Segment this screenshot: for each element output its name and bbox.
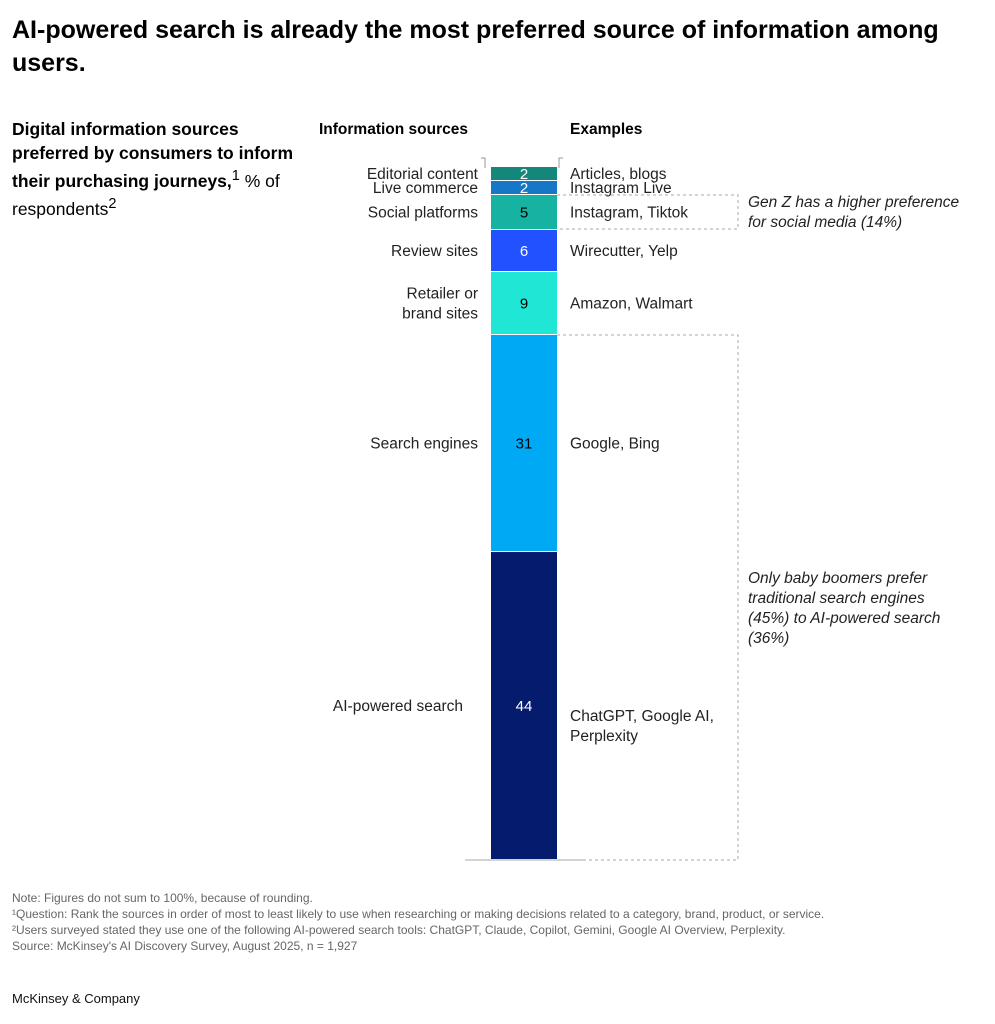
example-label-3: Wirecutter, Yelp	[570, 243, 678, 260]
footnotes: Note: Figures do not sum to 100%, becaus…	[12, 890, 824, 954]
subtitle-sup2: 2	[108, 196, 117, 213]
example-label-4: Amazon, Walmart	[570, 296, 693, 313]
editorial-bracket	[481, 157, 563, 168]
category-label-3: Review sites	[391, 243, 478, 260]
data-label-5: 31	[516, 436, 533, 453]
example-label-6: ChatGPT, Google AI, Perplexity	[570, 708, 714, 745]
examples-header: Examples	[570, 121, 643, 138]
footnote-1: ¹Question: Rank the sources in order of …	[12, 907, 825, 921]
category-label-4: Retailer or brand sites	[402, 286, 478, 323]
social-annotation-box	[557, 194, 739, 230]
category-label-0: Editorial content	[367, 166, 479, 183]
category-label-6: AI-powered search	[333, 698, 463, 715]
bar-segment-2	[491, 195, 557, 229]
genz-annotation: Gen Z has a higher preference for social …	[748, 194, 959, 231]
data-label-6: 44	[516, 698, 533, 715]
boomer-annotation: Only baby boomers prefer traditional sear…	[748, 570, 940, 647]
source-note: Source: McKinsey's AI Discovery Survey, …	[12, 939, 358, 953]
data-label-4: 9	[520, 296, 528, 313]
bar-segment-3	[491, 230, 557, 271]
note-rounding: Note: Figures do not sum to 100%, becaus…	[12, 891, 313, 905]
category-label-1: Live commerce	[373, 180, 478, 197]
footnote-2: ²Users surveyed stated they use one of t…	[12, 923, 786, 937]
data-label-1: 2	[520, 180, 528, 197]
bar-segment-6	[491, 552, 557, 859]
mckinsey-logo: McKinsey & Company	[12, 991, 140, 1006]
bar-segment-5	[491, 335, 557, 551]
example-label-1: Instagram Live	[570, 180, 672, 197]
category-label-2: Social platforms	[368, 205, 479, 222]
subtitle-bold: Digital information sources preferred by…	[12, 119, 294, 191]
chart-title: AI-powered search is already the most pr…	[12, 16, 939, 77]
bar-segment-4	[491, 272, 557, 334]
example-label-0: Articles, blogs	[570, 166, 667, 183]
example-label-5: Google, Bing	[570, 436, 660, 453]
sources-header: Information sources	[319, 121, 468, 138]
data-label-3: 6	[520, 243, 528, 260]
example-label-2: Instagram, Tiktok	[570, 205, 688, 222]
subtitle-unit: % of respondents	[12, 170, 280, 220]
bar-segment-1	[491, 181, 557, 194]
data-label-2: 5	[520, 205, 528, 222]
category-label-5: Search engines	[370, 436, 478, 453]
bar-segment-0	[491, 167, 557, 180]
subtitle-sup1: 1	[231, 168, 240, 184]
data-label-0: 2	[520, 166, 528, 183]
search-annotation-box	[557, 334, 739, 861]
chart-subtitle: Digital information sources preferred by…	[12, 118, 302, 222]
